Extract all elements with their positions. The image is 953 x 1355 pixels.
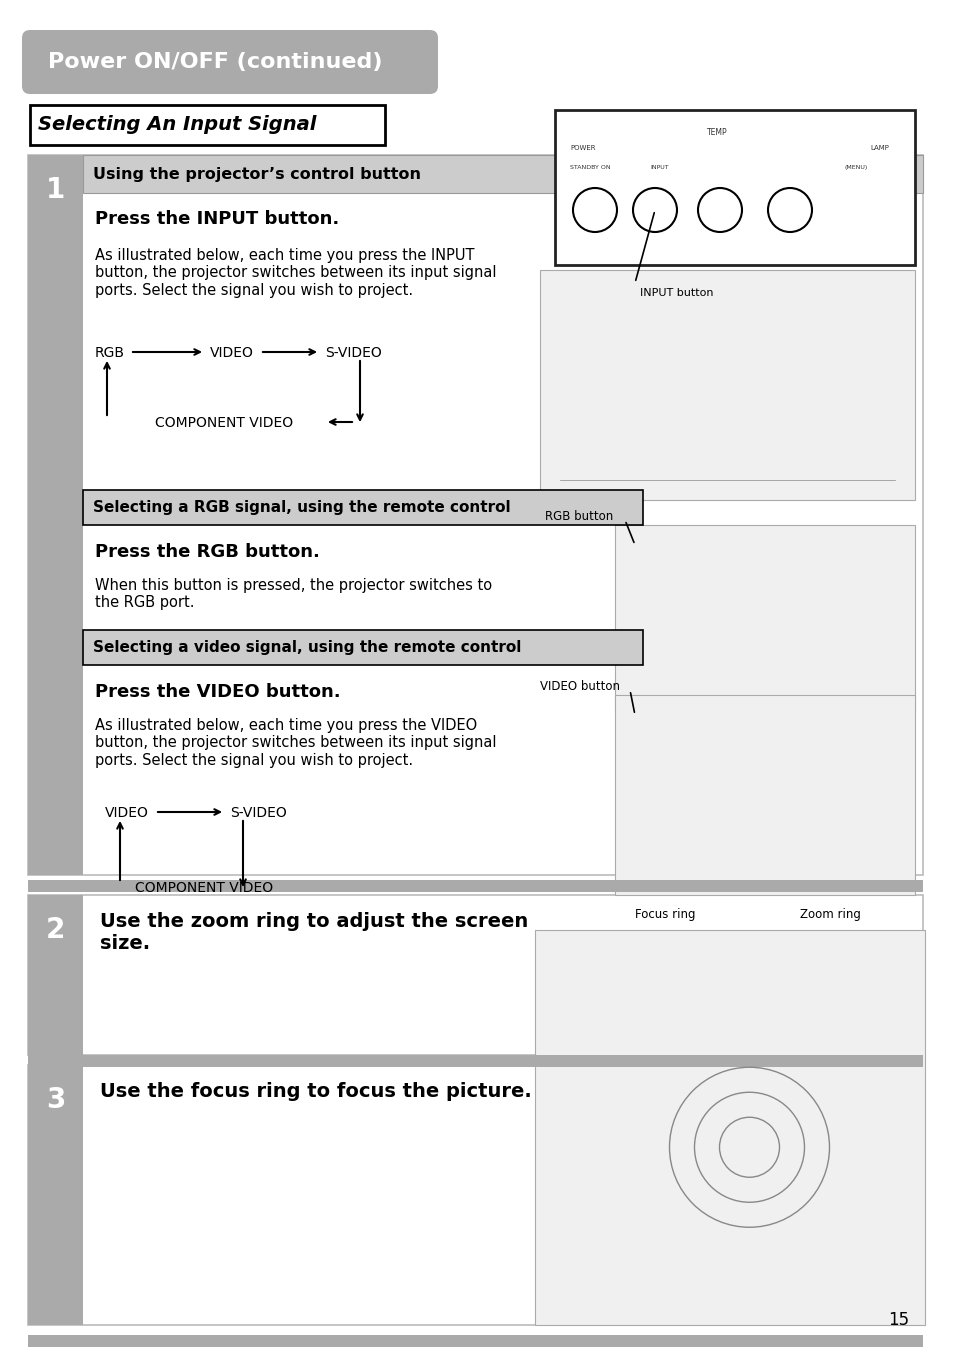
Text: Use the zoom ring to adjust the screen
size.: Use the zoom ring to adjust the screen s… xyxy=(100,912,528,953)
Text: STANDBY ON: STANDBY ON xyxy=(569,165,610,169)
Text: COMPONENT VIDEO: COMPONENT VIDEO xyxy=(154,416,293,430)
Text: 3: 3 xyxy=(46,1085,65,1114)
Text: Focus ring: Focus ring xyxy=(635,908,695,921)
Bar xyxy=(555,110,914,266)
Bar xyxy=(28,896,83,1056)
Text: Press the RGB button.: Press the RGB button. xyxy=(95,543,319,561)
Bar xyxy=(28,154,83,875)
Text: Using the projector’s control button: Using the projector’s control button xyxy=(92,167,420,182)
Text: When this button is pressed, the projector switches to
the RGB port.: When this button is pressed, the project… xyxy=(95,579,492,610)
FancyBboxPatch shape xyxy=(22,30,437,93)
Text: POWER: POWER xyxy=(569,145,595,150)
Text: 2: 2 xyxy=(46,916,65,944)
Text: INPUT: INPUT xyxy=(649,165,668,169)
Text: RGB button: RGB button xyxy=(544,509,613,523)
Bar xyxy=(535,930,924,1325)
Text: 1: 1 xyxy=(46,176,65,205)
Text: Selecting a RGB signal, using the remote control: Selecting a RGB signal, using the remote… xyxy=(92,500,510,515)
Text: As illustrated below, each time you press the VIDEO
button, the projector switch: As illustrated below, each time you pres… xyxy=(95,718,496,768)
Bar xyxy=(28,1065,83,1325)
Text: Zoom ring: Zoom ring xyxy=(800,908,860,921)
Text: RGB: RGB xyxy=(95,346,125,360)
Circle shape xyxy=(573,188,617,232)
Bar xyxy=(83,491,642,524)
Text: LAMP: LAMP xyxy=(869,145,888,150)
Text: VIDEO: VIDEO xyxy=(105,806,149,820)
Text: INPUT button: INPUT button xyxy=(639,289,713,298)
Text: VIDEO button: VIDEO button xyxy=(539,680,619,692)
Bar xyxy=(28,154,923,875)
Text: Press the VIDEO button.: Press the VIDEO button. xyxy=(95,683,340,701)
Text: 15: 15 xyxy=(887,1312,908,1329)
Bar xyxy=(28,896,923,1056)
Text: COMPONENT VIDEO: COMPONENT VIDEO xyxy=(135,881,273,896)
Text: TEMP: TEMP xyxy=(706,127,726,137)
Text: Selecting An Input Signal: Selecting An Input Signal xyxy=(38,115,316,134)
Bar xyxy=(83,630,642,665)
Text: Press the INPUT button.: Press the INPUT button. xyxy=(95,210,339,228)
Circle shape xyxy=(767,188,811,232)
Circle shape xyxy=(633,188,677,232)
Text: S-VIDEO: S-VIDEO xyxy=(325,346,381,360)
Text: S-VIDEO: S-VIDEO xyxy=(230,806,287,820)
Text: Selecting a video signal, using the remote control: Selecting a video signal, using the remo… xyxy=(92,640,521,654)
Bar xyxy=(28,879,923,892)
Text: Power ON/OFF (continued): Power ON/OFF (continued) xyxy=(48,51,382,72)
Circle shape xyxy=(698,188,741,232)
Bar xyxy=(28,1056,923,1066)
Bar xyxy=(539,270,914,500)
Bar xyxy=(615,524,914,710)
Text: VIDEO: VIDEO xyxy=(210,346,253,360)
Bar xyxy=(83,154,923,192)
Bar xyxy=(615,695,914,896)
Text: (MENU): (MENU) xyxy=(844,165,867,169)
Text: As illustrated below, each time you press the INPUT
button, the projector switch: As illustrated below, each time you pres… xyxy=(95,248,496,298)
Bar xyxy=(30,104,385,145)
Bar xyxy=(28,1065,923,1325)
Text: Use the focus ring to focus the picture.: Use the focus ring to focus the picture. xyxy=(100,1083,531,1102)
Bar xyxy=(28,1335,923,1347)
